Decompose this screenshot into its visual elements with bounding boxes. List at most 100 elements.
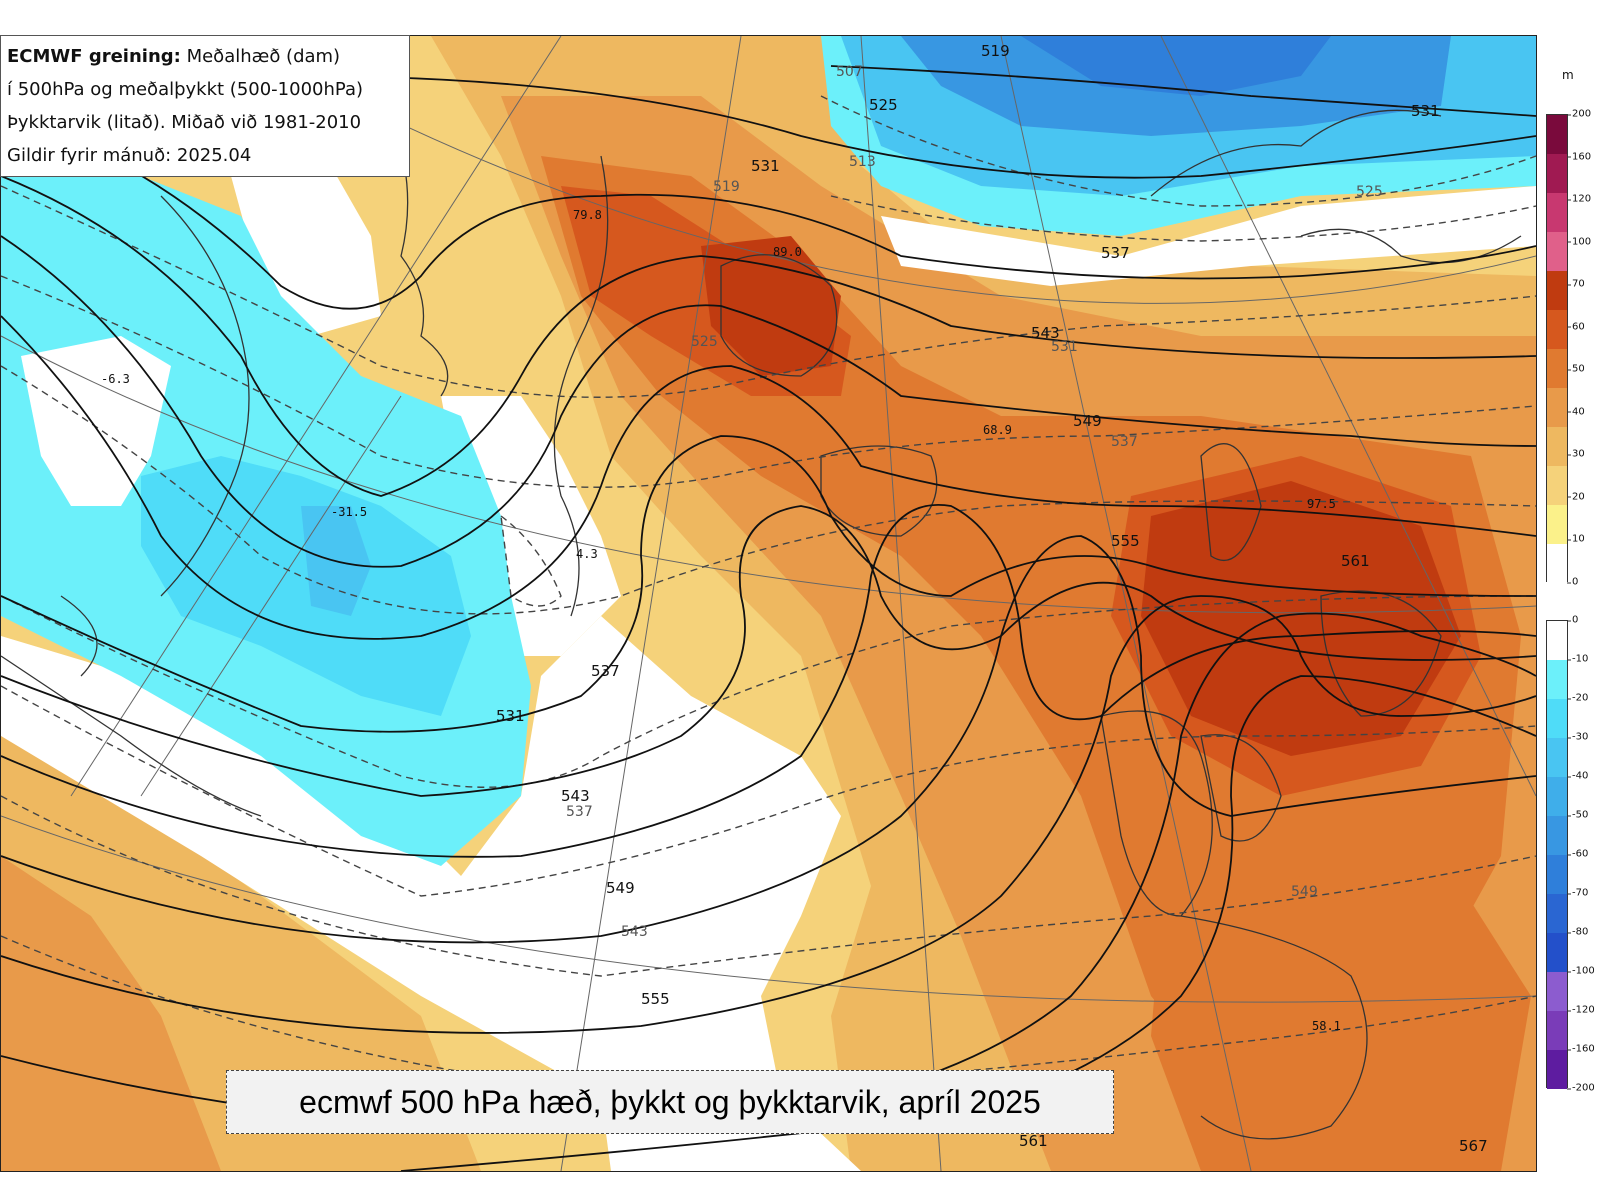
colorbar-positive-tick-label: 40: [1567, 406, 1585, 418]
colorbar-negative-tick-label: -70: [1566, 887, 1589, 899]
colorbar-positive-swatch: [1547, 544, 1567, 583]
anomaly-value: -6.3: [101, 372, 130, 386]
height-label: 549: [1073, 412, 1102, 430]
info-field: Meðalhæð (dam): [180, 46, 341, 67]
anomaly-value: 58.1: [1312, 1019, 1341, 1033]
height-label: 543: [561, 787, 590, 805]
colorbar-positive-tick-label: 70: [1567, 278, 1585, 290]
colorbar-negative-tick-label: -50: [1566, 809, 1589, 821]
height-label: 519: [981, 42, 1010, 60]
thickness-label: 537: [1111, 434, 1138, 450]
anomaly-fill-south: [1151, 876, 1531, 1171]
colorbar-positive-tick-label: 50: [1567, 363, 1585, 375]
colorbar-positive-tick-label: 20: [1567, 491, 1585, 503]
colorbar-negative-swatch: [1547, 699, 1567, 738]
thickness-label: 531: [1051, 339, 1078, 355]
thickness-label: 543: [621, 924, 648, 940]
thickness-label: 537: [566, 804, 593, 820]
colorbar-positive-tick-label: 100: [1566, 236, 1592, 248]
info-line-3: Þykktarvik (litað). Miðað við 1981-2010: [7, 112, 362, 133]
info-line-4: Gildir fyrir mánuð: 2025.04: [7, 145, 252, 166]
colorbar-positive-tick-label: 0: [1566, 576, 1579, 588]
colorbar-positive-tick-label: 160: [1566, 151, 1592, 163]
colorbar-negative: [1546, 620, 1568, 1089]
height-label: 555: [1111, 532, 1140, 550]
map-info-box: ECMWF greining: Meðalhæð (dam) í 500hPa …: [0, 35, 410, 177]
height-label: 537: [1101, 244, 1130, 262]
height-label: 561: [1341, 552, 1370, 570]
colorbar-positive-swatch: [1547, 349, 1567, 388]
colorbar-negative-tick-label: -120: [1567, 1004, 1595, 1016]
colorbar-positive-swatch: [1547, 115, 1567, 154]
info-source: ECMWF greining:: [7, 46, 181, 67]
height-label: 537: [591, 662, 620, 680]
anomaly-value: 68.9: [983, 423, 1012, 437]
colorbar-negative-swatch: [1547, 621, 1567, 660]
anomaly-fill-cold2: [141, 456, 471, 716]
colorbar-negative-tick-label: -40: [1566, 770, 1589, 782]
height-contours: [1, 65, 1536, 1171]
colorbar-positive-swatch: [1547, 505, 1567, 544]
height-label: 555: [641, 990, 670, 1008]
colorbar-negative-tick-label: -100: [1567, 965, 1595, 977]
colorbar-positive-tick-label: 120: [1566, 193, 1592, 205]
colorbar-positive-swatch: [1547, 154, 1567, 193]
colorbar-negative-tick-label: -30: [1566, 731, 1589, 743]
colorbar-negative-tick-label: -200: [1567, 1082, 1595, 1094]
height-label: 567: [1459, 1137, 1488, 1155]
colorbar-negative-swatch: [1547, 855, 1567, 894]
info-line-1: ECMWF greining: Meðalhæð (dam): [7, 40, 403, 73]
height-label: 549: [606, 879, 635, 897]
anomaly-value: 89.0: [773, 245, 802, 259]
thickness-label: 513: [849, 154, 876, 170]
colorbar-positive-swatch: [1547, 193, 1567, 232]
height-label: 561: [1019, 1132, 1048, 1150]
thickness-label: 525: [691, 334, 718, 350]
thickness-label: 525: [1356, 184, 1383, 200]
anomaly-fill-neutral4: [881, 186, 1536, 286]
colorbar-positive-swatch: [1547, 232, 1567, 271]
colorbar-negative-tick-label: -10: [1566, 653, 1589, 665]
height-label: 531: [751, 157, 780, 175]
info-line-2: í 500hPa og meðalþykkt (500-1000hPa): [7, 79, 363, 100]
colorbar-positive-swatch: [1547, 310, 1567, 349]
colorbar-negative-swatch: [1547, 894, 1567, 933]
anomaly-fill-warm7: [701, 236, 841, 376]
thickness-label: 519: [713, 179, 740, 195]
colorbar-negative-swatch: [1547, 738, 1567, 777]
colorbar-positive-tick-label: 10: [1567, 533, 1585, 545]
colorbar-negative-swatch: [1547, 816, 1567, 855]
colorbar-negative-tick-label: -20: [1566, 692, 1589, 704]
height-label: 531: [1411, 102, 1440, 120]
colorbar-positive-swatch: [1547, 388, 1567, 427]
anomaly-map: 519 525 531 531 537 543 549 555 561 537 …: [1, 36, 1536, 1171]
map-caption: ecmwf 500 hPa hæð, þykkt og þykktarvik, …: [226, 1070, 1114, 1134]
colorbar-unit: m: [1562, 68, 1574, 82]
colorbar-positive-swatch: [1547, 271, 1567, 310]
anomaly-value: 4.3: [576, 547, 598, 561]
height-label: 525: [869, 96, 898, 114]
anomaly-value: -31.5: [331, 505, 367, 519]
height-label: 531: [496, 707, 525, 725]
colorbar-negative-tick-label: -160: [1567, 1043, 1595, 1055]
colorbar-positive: [1546, 114, 1568, 583]
colorbar-negative-tick-label: -80: [1566, 926, 1589, 938]
colorbar-negative-swatch: [1547, 972, 1567, 1011]
colorbar-negative-swatch: [1547, 1050, 1567, 1089]
thickness-label: 507: [836, 64, 863, 80]
colorbar-negative-swatch: [1547, 777, 1567, 816]
anomaly-value: 97.5: [1307, 497, 1336, 511]
colorbar-positive-tick-label: 30: [1567, 448, 1585, 460]
thickness-contours: [1, 95, 1536, 1097]
colorbar-positive-tick-label: 200: [1566, 108, 1592, 120]
anomaly-fill-neutral: [1, 616, 861, 1171]
colorbar-negative-swatch: [1547, 933, 1567, 972]
colorbar-negative-swatch: [1547, 1011, 1567, 1050]
colorbar-positive-swatch: [1547, 466, 1567, 505]
colorbar-negative-tick-label: -60: [1566, 848, 1589, 860]
colorbar-negative-tick-label: 0: [1566, 614, 1579, 626]
colorbar-positive-tick-label: 60: [1567, 321, 1585, 333]
colorbar-negative-swatch: [1547, 660, 1567, 699]
anomaly-fill-warm6: [1141, 481, 1461, 756]
colorbar-positive-swatch: [1547, 427, 1567, 466]
